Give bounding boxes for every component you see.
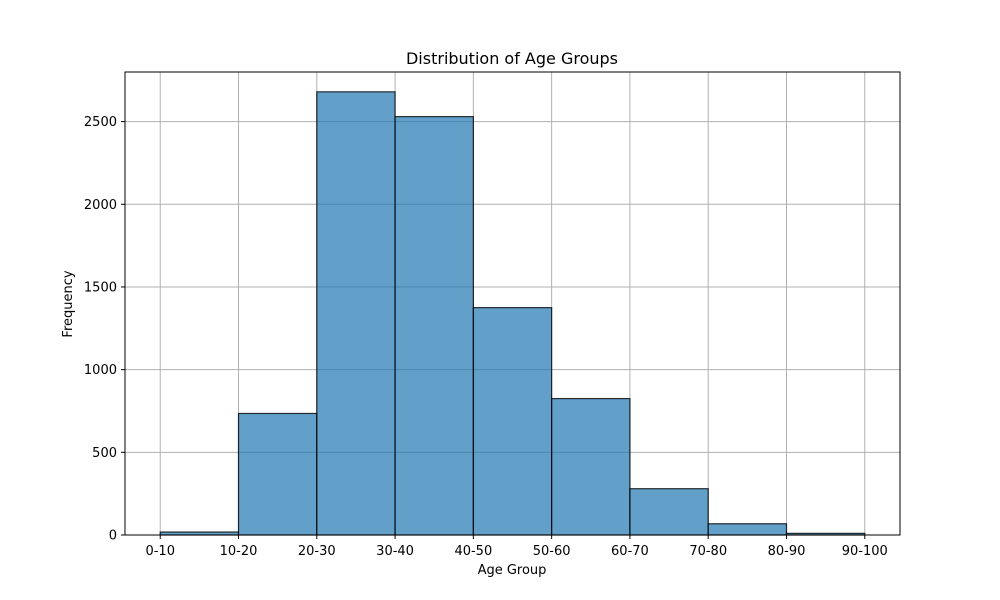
bars <box>159 91 866 536</box>
y-tick-label: 500 <box>92 446 117 461</box>
histogram-bar <box>629 488 709 536</box>
histogram-bar <box>551 397 631 536</box>
x-tick-label: 10-20 <box>220 544 258 559</box>
y-tick-label: 2500 <box>84 115 117 130</box>
x-tick-label: 40-50 <box>454 544 492 559</box>
histogram-bar <box>707 523 788 536</box>
x-tick-label: 80-90 <box>768 544 806 559</box>
chart-title: Distribution of Age Groups <box>406 49 618 68</box>
histogram-bar <box>472 307 553 536</box>
x-tick-label: 90-100 <box>842 544 888 559</box>
histogram-bar <box>237 412 318 536</box>
y-axis-label: Frequency <box>61 270 76 337</box>
x-tick-label: 60-70 <box>611 544 649 559</box>
y-axis-ticks: 0 500 1000 1500 2000 2500 <box>84 115 125 544</box>
x-axis-ticks: 0-10 10-20 20-30 30-40 40-50 50-60 60-70 70-80 8… <box>145 535 888 559</box>
x-tick-label: 20-30 <box>298 544 336 559</box>
plot-area-frame <box>124 71 901 536</box>
y-tick-label: 1500 <box>84 280 117 295</box>
y-tick-label: 1000 <box>84 363 117 378</box>
x-tick-label: 70-80 <box>689 544 727 559</box>
histogram-bar <box>394 116 474 536</box>
x-tick-label: 30-40 <box>376 544 414 559</box>
x-tick-label: 50-60 <box>533 544 571 559</box>
x-axis-label: Age Group <box>478 563 547 578</box>
histogram-bar <box>316 91 396 536</box>
y-tick-label: 0 <box>109 529 117 544</box>
y-tick-label: 2000 <box>84 198 117 213</box>
x-tick-label: 0-10 <box>145 544 175 559</box>
